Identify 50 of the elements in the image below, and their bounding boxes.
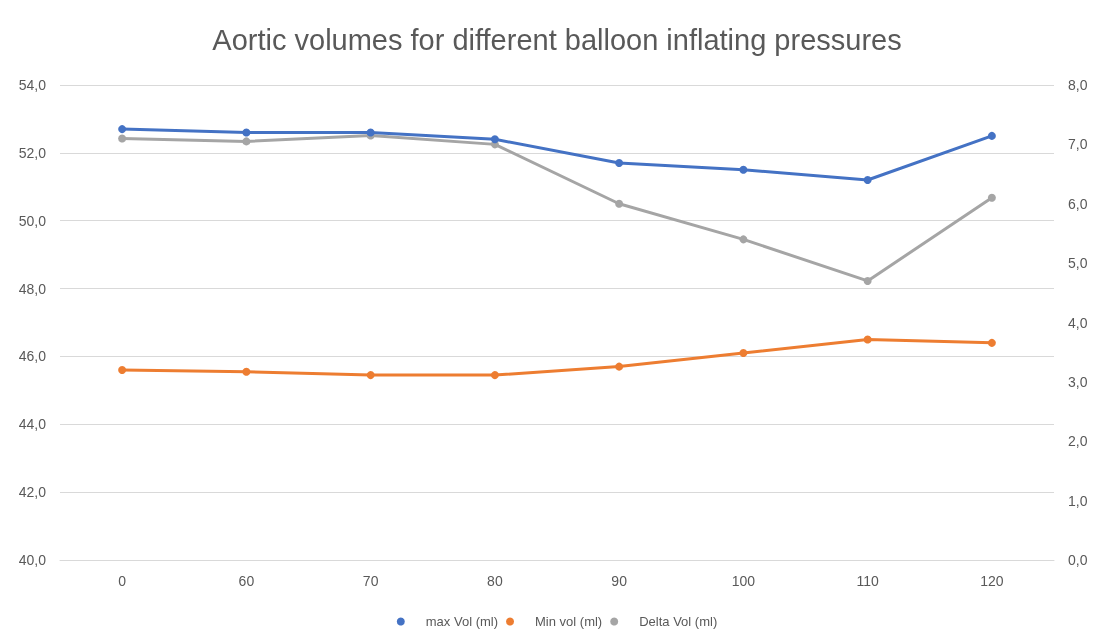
point <box>987 131 996 140</box>
y2-tick-label: 3,0 <box>1068 373 1088 390</box>
point <box>490 135 499 144</box>
y2-tick-label: 1,0 <box>1068 492 1088 509</box>
point <box>118 134 127 143</box>
point <box>863 276 872 285</box>
y-tick-label: 42,0 <box>18 484 47 501</box>
y-tick-label: 52,0 <box>18 144 47 161</box>
point <box>490 371 499 380</box>
y-tick-label: 54,0 <box>18 77 47 93</box>
point <box>242 137 251 146</box>
y2-tick-label: 2,0 <box>1068 433 1088 450</box>
y-tick-label: 44,0 <box>18 416 47 433</box>
point <box>118 125 127 134</box>
y2-tick-label: 7,0 <box>1068 136 1088 153</box>
point <box>242 128 251 137</box>
point <box>615 159 624 168</box>
point <box>739 349 748 358</box>
x-tick-label: 100 <box>731 573 756 589</box>
y-tick-label: 50,0 <box>18 212 47 229</box>
point <box>739 165 748 174</box>
point <box>615 199 624 208</box>
y-tick-label: 48,0 <box>18 280 47 297</box>
x-tick-label: 120 <box>980 573 1004 589</box>
y2-tick-label: 6,0 <box>1068 195 1088 212</box>
point <box>118 366 127 374</box>
x-tick-label: 60 <box>238 573 255 589</box>
x-tick-label: 80 <box>487 573 503 589</box>
x-tick-label: 90 <box>611 573 628 589</box>
point <box>242 367 251 376</box>
y2-tick-label: 4,0 <box>1068 314 1088 331</box>
legend-label: max Vol (ml) <box>425 614 499 629</box>
point <box>615 362 624 371</box>
legend-label: Min vol (ml) <box>535 614 603 629</box>
y2-tick-label: 0,0 <box>1068 552 1088 568</box>
point <box>863 335 872 344</box>
point <box>863 176 872 184</box>
point <box>366 371 375 380</box>
y-tick-label: 46,0 <box>18 348 47 365</box>
x-tick-label: 0 <box>118 573 127 589</box>
point <box>987 338 996 347</box>
point <box>739 235 748 244</box>
y-tick-label: 40,0 <box>18 552 47 568</box>
y2-tick-label: 5,0 <box>1068 255 1088 272</box>
x-tick-label: 110 <box>856 573 879 589</box>
legend-label: Delta Vol (ml) <box>639 614 718 629</box>
chart-title: Aortic volumes for different balloon inflating pressures <box>212 23 902 56</box>
point <box>987 193 996 202</box>
x-tick-label: 70 <box>362 573 379 589</box>
y2-tick-label: 8,0 <box>1068 77 1088 93</box>
